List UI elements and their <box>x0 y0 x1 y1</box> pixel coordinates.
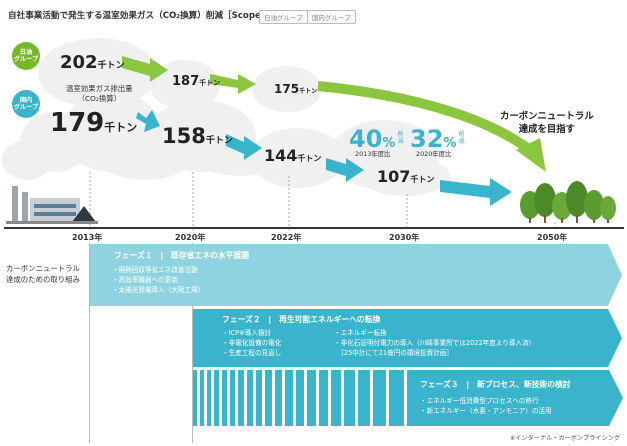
reduction-2013: 40% 削減 2013年度比 <box>349 125 404 158</box>
green-arrow-2 <box>210 74 256 94</box>
nof-value-2022: 175千トン <box>274 82 318 96</box>
year-2050: 2050年 <box>537 233 568 242</box>
domestic-value-2013: 179千トン <box>50 108 138 138</box>
year-2013: 2013年 <box>72 233 103 242</box>
nof-group-badge: 日油 グループ <box>12 42 40 70</box>
legend-domestic: 国内グループ <box>307 10 356 24</box>
factory-icon <box>6 186 98 224</box>
guide-2013 <box>89 243 90 443</box>
phase-2-items-left: ・ICP※導入検討 ・非電化設備の電化 ・生産工程の見直し <box>222 329 282 357</box>
roadmap-label: カーボンニュートラル 達成のための取り組み <box>6 264 80 284</box>
year-2022: 2022年 <box>271 233 302 242</box>
goal-text: カーボンニュートラル 達成を目指す <box>500 111 594 136</box>
phase-1-arrowhead <box>600 244 622 306</box>
domestic-value-2030: 107千トン <box>377 167 435 186</box>
domestic-group-badge: 国内 グループ <box>12 90 40 118</box>
green-arrow-3 <box>317 81 533 155</box>
guide-2020 <box>192 243 193 443</box>
reduction-2020: 32% 削減 2020年度比 <box>410 125 465 158</box>
page-title: 自社事業活動で発生する温室効果ガス（CO₂換算）削減［Scope1、2］ <box>8 11 290 21</box>
phase-2-items-right: ・エネルギー転換 ・非化石証明付電力の導入（川崎事業所では2022年度より導入済… <box>334 329 536 357</box>
phase-1-band <box>90 244 608 306</box>
phase-2-arrowhead <box>600 309 622 367</box>
phase-3-title: フェーズ３ | 新プロセス、新技術の検討 <box>420 380 571 389</box>
footnote: ※インターナル・カーボンプライシング <box>510 435 621 442</box>
blue-arrow-4 <box>440 178 512 206</box>
phase-1-title: フェーズ１ | 既存省エネの水平展開 <box>114 251 250 260</box>
phase-3-items: ・エネルギー低消費型プロセスへの移行 ・新エネルギー（水素・アンモニア）の活用 <box>420 397 552 416</box>
blue-arrow-3 <box>326 158 364 182</box>
domestic-value-2020: 158千トン <box>162 124 233 148</box>
phase-1-items: ・廃熱回収等省エネ改善活動 ・高効率機器への更新 ・太陽光発電導入（大阪工場） <box>112 266 205 295</box>
year-2030: 2030年 <box>389 233 420 242</box>
year-2020: 2020年 <box>175 233 206 242</box>
timeline-axis <box>4 227 624 229</box>
nof-value-2013: 202千トン <box>60 52 125 73</box>
phase-2-title: フェーズ２ | 再生可能エネルギーへの転換 <box>222 315 381 324</box>
blue-arrow-1 <box>136 110 160 132</box>
nof-value-2020: 187千トン <box>172 74 221 89</box>
domestic-value-2022: 144千トン <box>264 146 322 165</box>
phase-2-band <box>193 309 607 367</box>
phase-3-band <box>193 370 623 426</box>
blue-arrow-2 <box>226 134 262 160</box>
emission-caption: 温室効果ガス排出量 （CO₂換算） <box>66 84 133 103</box>
green-arrow-1 <box>122 56 168 82</box>
forest-icon <box>520 181 616 223</box>
